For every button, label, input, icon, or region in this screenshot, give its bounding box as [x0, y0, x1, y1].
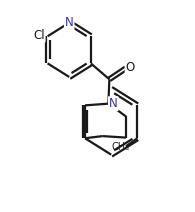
Text: O: O	[126, 61, 135, 74]
Text: CH₃: CH₃	[111, 142, 129, 152]
Text: N: N	[109, 97, 118, 110]
Text: Cl: Cl	[33, 29, 45, 42]
Text: N: N	[65, 16, 74, 29]
